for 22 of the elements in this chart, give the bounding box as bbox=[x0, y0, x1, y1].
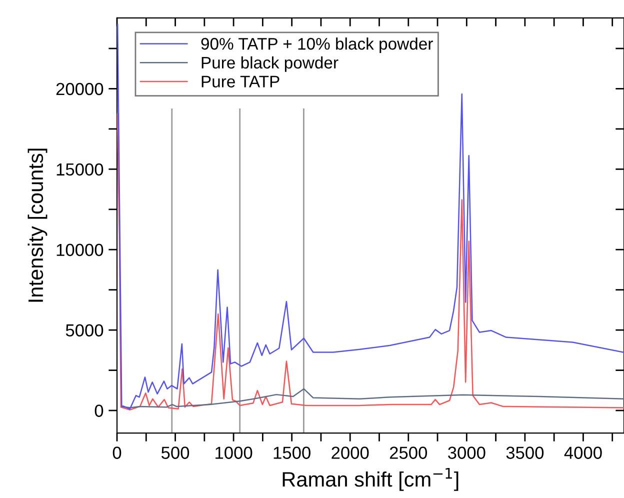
x-tick-label: 2500 bbox=[390, 446, 428, 459]
x-tick-label: 0 bbox=[112, 446, 122, 459]
legend-label: Pure TATP bbox=[202, 76, 280, 88]
x-tick-label: 1000 bbox=[216, 446, 252, 459]
x-tick-label: 3000 bbox=[448, 446, 486, 459]
y-tick-label: 20000 bbox=[56, 82, 104, 96]
legend-label: Pure black powder bbox=[202, 56, 338, 72]
legend-label: 90% TATP + 10% black powder bbox=[201, 37, 433, 54]
line-series bbox=[117, 24, 624, 410]
y-axis-title: Intensity [counts] bbox=[28, 148, 48, 302]
x-tick-label: 500 bbox=[161, 446, 190, 459]
y-tick-label: 10000 bbox=[56, 244, 104, 256]
x-axis-title: Raman shift [cm$^{−1}$] bbox=[282, 468, 458, 491]
x-tick-label: 1500 bbox=[274, 446, 310, 459]
line-series bbox=[121, 388, 624, 408]
line-series bbox=[117, 114, 624, 410]
y-tick-label: 15000 bbox=[56, 163, 104, 176]
x-tick-label: 4000 bbox=[564, 446, 602, 459]
y-tick-label: 5000 bbox=[66, 324, 104, 337]
y-tick-label: 0 bbox=[94, 404, 104, 417]
x-tick-label: 2000 bbox=[332, 446, 369, 459]
x-tick-label: 3500 bbox=[506, 446, 544, 459]
